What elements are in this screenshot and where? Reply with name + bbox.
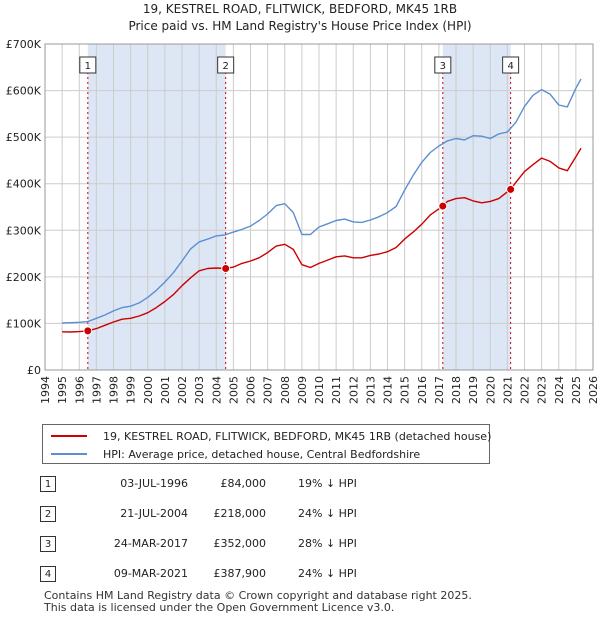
x-tick-label: 2016 xyxy=(416,376,429,404)
y-tick-label: £200K xyxy=(6,271,42,284)
x-tick-label: 2002 xyxy=(176,376,189,404)
sale-date: 21-JUL-2004 xyxy=(120,507,188,520)
x-tick-label: 2013 xyxy=(364,376,377,404)
x-tick-label: 1996 xyxy=(73,376,86,404)
sale-row: 1 03-JUL-1996 £84,000 19% ↓ HPI xyxy=(40,476,600,494)
y-tick-label: £600K xyxy=(6,85,42,98)
x-tick-label: 2004 xyxy=(210,376,223,404)
x-tick-label: 1995 xyxy=(56,376,69,404)
x-tick-label: 2017 xyxy=(433,376,446,404)
y-tick-label: £100K xyxy=(6,317,42,330)
sale-date: 03-JUL-1996 xyxy=(120,477,188,490)
plot-frame xyxy=(44,43,594,371)
y-tick-label: £400K xyxy=(6,178,42,191)
x-tick-label: 1994 xyxy=(39,376,52,404)
x-tick-label: 2000 xyxy=(142,376,155,404)
x-tick-label: 2014 xyxy=(382,376,395,404)
sale-price: £387,900 xyxy=(213,567,267,580)
x-tick-label: 2024 xyxy=(553,376,566,404)
x-tick-label: 2026 xyxy=(587,376,600,404)
sale-number-box xyxy=(79,56,97,74)
sale-point xyxy=(221,263,231,273)
sale-hpi-diff: 24% ↓ HPI xyxy=(298,567,357,580)
x-tick-label: 2006 xyxy=(245,376,258,404)
x-tick-label: 2005 xyxy=(227,376,240,404)
legend-property-label: 19, KESTREL ROAD, FLITWICK, BEDFORD, MK4… xyxy=(103,429,492,443)
legend-item-property: 19, KESTREL ROAD, FLITWICK, BEDFORD, MK4… xyxy=(51,427,491,445)
sale-price: £84,000 xyxy=(220,477,267,490)
y-tick-label: £500K xyxy=(6,131,42,144)
sale-number-box xyxy=(502,56,520,74)
sale-hpi-diff: 19% ↓ HPI xyxy=(298,477,357,490)
x-tick-label: 2018 xyxy=(450,376,463,404)
chart-legend: 19, KESTREL ROAD, FLITWICK, BEDFORD, MK4… xyxy=(42,424,491,464)
x-tick-label: 2001 xyxy=(159,376,172,404)
x-tick-label: 2022 xyxy=(519,376,532,404)
y-tick-label: £700K xyxy=(6,38,42,51)
x-tick-label: 2011 xyxy=(330,376,343,404)
footer-line-2: This data is licensed under the Open Gov… xyxy=(44,601,395,614)
sale-number-box xyxy=(434,56,452,74)
x-tick-label: 2023 xyxy=(536,376,549,404)
x-tick-label: 2007 xyxy=(262,376,275,404)
x-tick-label: 2010 xyxy=(313,376,326,404)
sale-price: £218,000 xyxy=(213,507,267,520)
x-tick-label: 2003 xyxy=(193,376,206,404)
x-tick-label: 2021 xyxy=(501,376,514,404)
sale-hpi-diff: 24% ↓ HPI xyxy=(298,507,357,520)
footer-line-1: Contains HM Land Registry data © Crown c… xyxy=(44,589,472,602)
x-tick-label: 2012 xyxy=(347,376,360,404)
sale-number-label: 2 xyxy=(222,61,228,72)
sale-number-label: 4 xyxy=(507,61,513,72)
property-line-swatch xyxy=(51,435,87,437)
x-tick-label: 2025 xyxy=(570,376,583,404)
x-tick-label: 1998 xyxy=(108,376,121,404)
sale-date: 24-MAR-2017 xyxy=(113,537,188,550)
property-series-line xyxy=(62,147,582,333)
x-tick-label: 2015 xyxy=(399,376,412,404)
sale-number-badge: 3 xyxy=(40,536,56,552)
y-tick-label: £300K xyxy=(6,224,42,237)
x-tick-label: 2020 xyxy=(484,376,497,404)
sale-number-box xyxy=(217,56,235,74)
sale-row: 3 24-MAR-2017 £352,000 28% ↓ HPI xyxy=(40,536,600,554)
x-tick-label: 1999 xyxy=(125,376,138,404)
legend-hpi-label: HPI: Average price, detached house, Cent… xyxy=(103,447,421,461)
x-tick-label: 2019 xyxy=(467,376,480,404)
sale-date: 09-MAR-2021 xyxy=(113,567,188,580)
sale-point xyxy=(438,201,448,211)
hpi-series-line xyxy=(62,78,582,324)
sale-number-badge: 1 xyxy=(40,476,56,492)
chart-title: 19, KESTREL ROAD, FLITWICK, BEDFORD, MK4… xyxy=(143,2,457,16)
chart-subtitle: Price paid vs. HM Land Registry's House … xyxy=(128,19,471,33)
hpi-line-swatch xyxy=(51,453,87,455)
sale-point xyxy=(506,184,516,194)
x-tick-label: 2008 xyxy=(279,376,292,404)
price-chart: 19, KESTREL ROAD, FLITWICK, BEDFORD, MK4… xyxy=(6,2,600,404)
y-tick-label: £0 xyxy=(27,364,41,377)
sale-number-label: 3 xyxy=(440,61,446,72)
sale-hpi-diff: 28% ↓ HPI xyxy=(298,537,357,550)
sale-number-badge: 2 xyxy=(40,506,56,522)
sale-number-badge: 4 xyxy=(40,566,56,582)
x-tick-label: 1997 xyxy=(90,376,103,404)
sale-row: 2 21-JUL-2004 £218,000 24% ↓ HPI xyxy=(40,506,600,524)
ownership-period-shade xyxy=(442,44,511,370)
x-tick-label: 2009 xyxy=(296,376,309,404)
copyright-footer: Contains HM Land Registry data © Crown c… xyxy=(44,590,472,614)
sale-row: 4 09-MAR-2021 £387,900 24% ↓ HPI xyxy=(40,566,600,584)
sale-price: £352,000 xyxy=(213,537,267,550)
sale-point xyxy=(83,326,93,336)
legend-item-hpi: HPI: Average price, detached house, Cent… xyxy=(51,445,420,463)
ownership-period-shade xyxy=(87,44,226,370)
sale-number-label: 1 xyxy=(85,61,91,72)
